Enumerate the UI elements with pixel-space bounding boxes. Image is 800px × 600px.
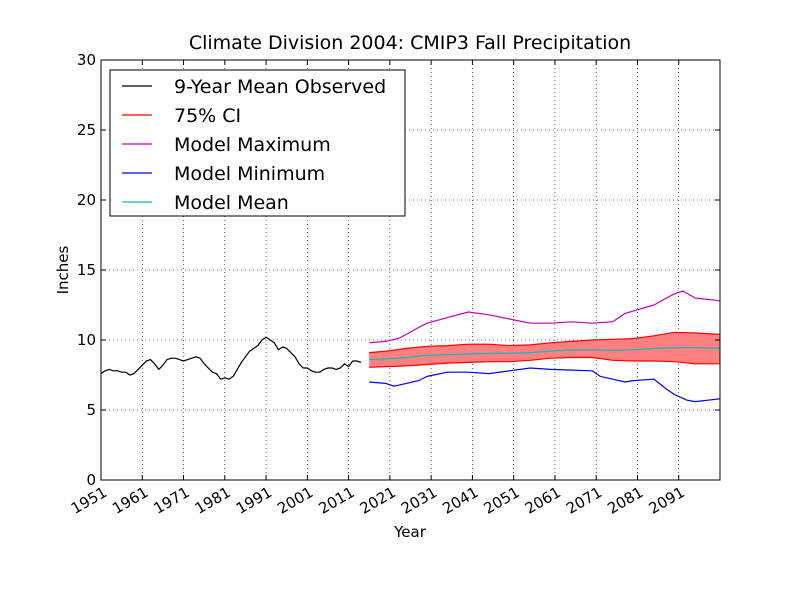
y-tick-label: 5 bbox=[86, 401, 96, 419]
y-tick-label: 0 bbox=[86, 471, 96, 489]
y-tick-label: 25 bbox=[77, 121, 96, 139]
x-tick-label: 2081 bbox=[604, 483, 646, 518]
legend-ci-label: 75% CI bbox=[174, 105, 241, 127]
x-tick-label: 2091 bbox=[646, 483, 688, 518]
x-tick-label: 2021 bbox=[357, 483, 399, 518]
chart-title: Climate Division 2004: CMIP3 Fall Precip… bbox=[189, 32, 631, 54]
legend-observed-label: 9-Year Mean Observed bbox=[174, 76, 386, 98]
y-tick-label: 10 bbox=[77, 331, 96, 349]
ci-lower-line bbox=[369, 356, 720, 368]
model-mean-line bbox=[369, 347, 721, 361]
legend-model-max-label: Model Maximum bbox=[174, 134, 331, 156]
x-tick-label: 2031 bbox=[398, 483, 440, 518]
x-tick-label: 2041 bbox=[439, 483, 481, 518]
model-max-line bbox=[369, 290, 721, 344]
legend-box bbox=[109, 69, 406, 217]
y-tick-label: 30 bbox=[77, 51, 96, 69]
x-tick-label: 1991 bbox=[233, 483, 275, 518]
ci-upper-line bbox=[369, 331, 721, 354]
x-tick-label: 1981 bbox=[192, 483, 234, 518]
x-tick-label: 2051 bbox=[481, 483, 523, 518]
y-axis-label: Inches bbox=[54, 245, 72, 294]
x-tick-label: 1961 bbox=[109, 483, 151, 518]
legend: 9-Year Mean Observed 75% CI Model Maximum M… bbox=[109, 69, 406, 217]
model-min-line bbox=[369, 367, 721, 403]
ci-band bbox=[369, 332, 720, 368]
x-tick-label: 2011 bbox=[316, 483, 358, 518]
x-axis-label: Year bbox=[393, 523, 427, 541]
x-tick-label: 2071 bbox=[563, 483, 605, 518]
x-tick-label: 2061 bbox=[522, 483, 564, 518]
legend-model-mean-label: Model Mean bbox=[174, 192, 289, 214]
y-tick-label: 20 bbox=[77, 191, 96, 209]
y-tick-label: 15 bbox=[77, 261, 96, 279]
legend-model-min-label: Model Minimum bbox=[174, 163, 325, 185]
observed-line bbox=[100, 336, 362, 380]
x-tick-label: 1971 bbox=[150, 483, 192, 518]
x-tick-label: 2001 bbox=[274, 483, 316, 518]
